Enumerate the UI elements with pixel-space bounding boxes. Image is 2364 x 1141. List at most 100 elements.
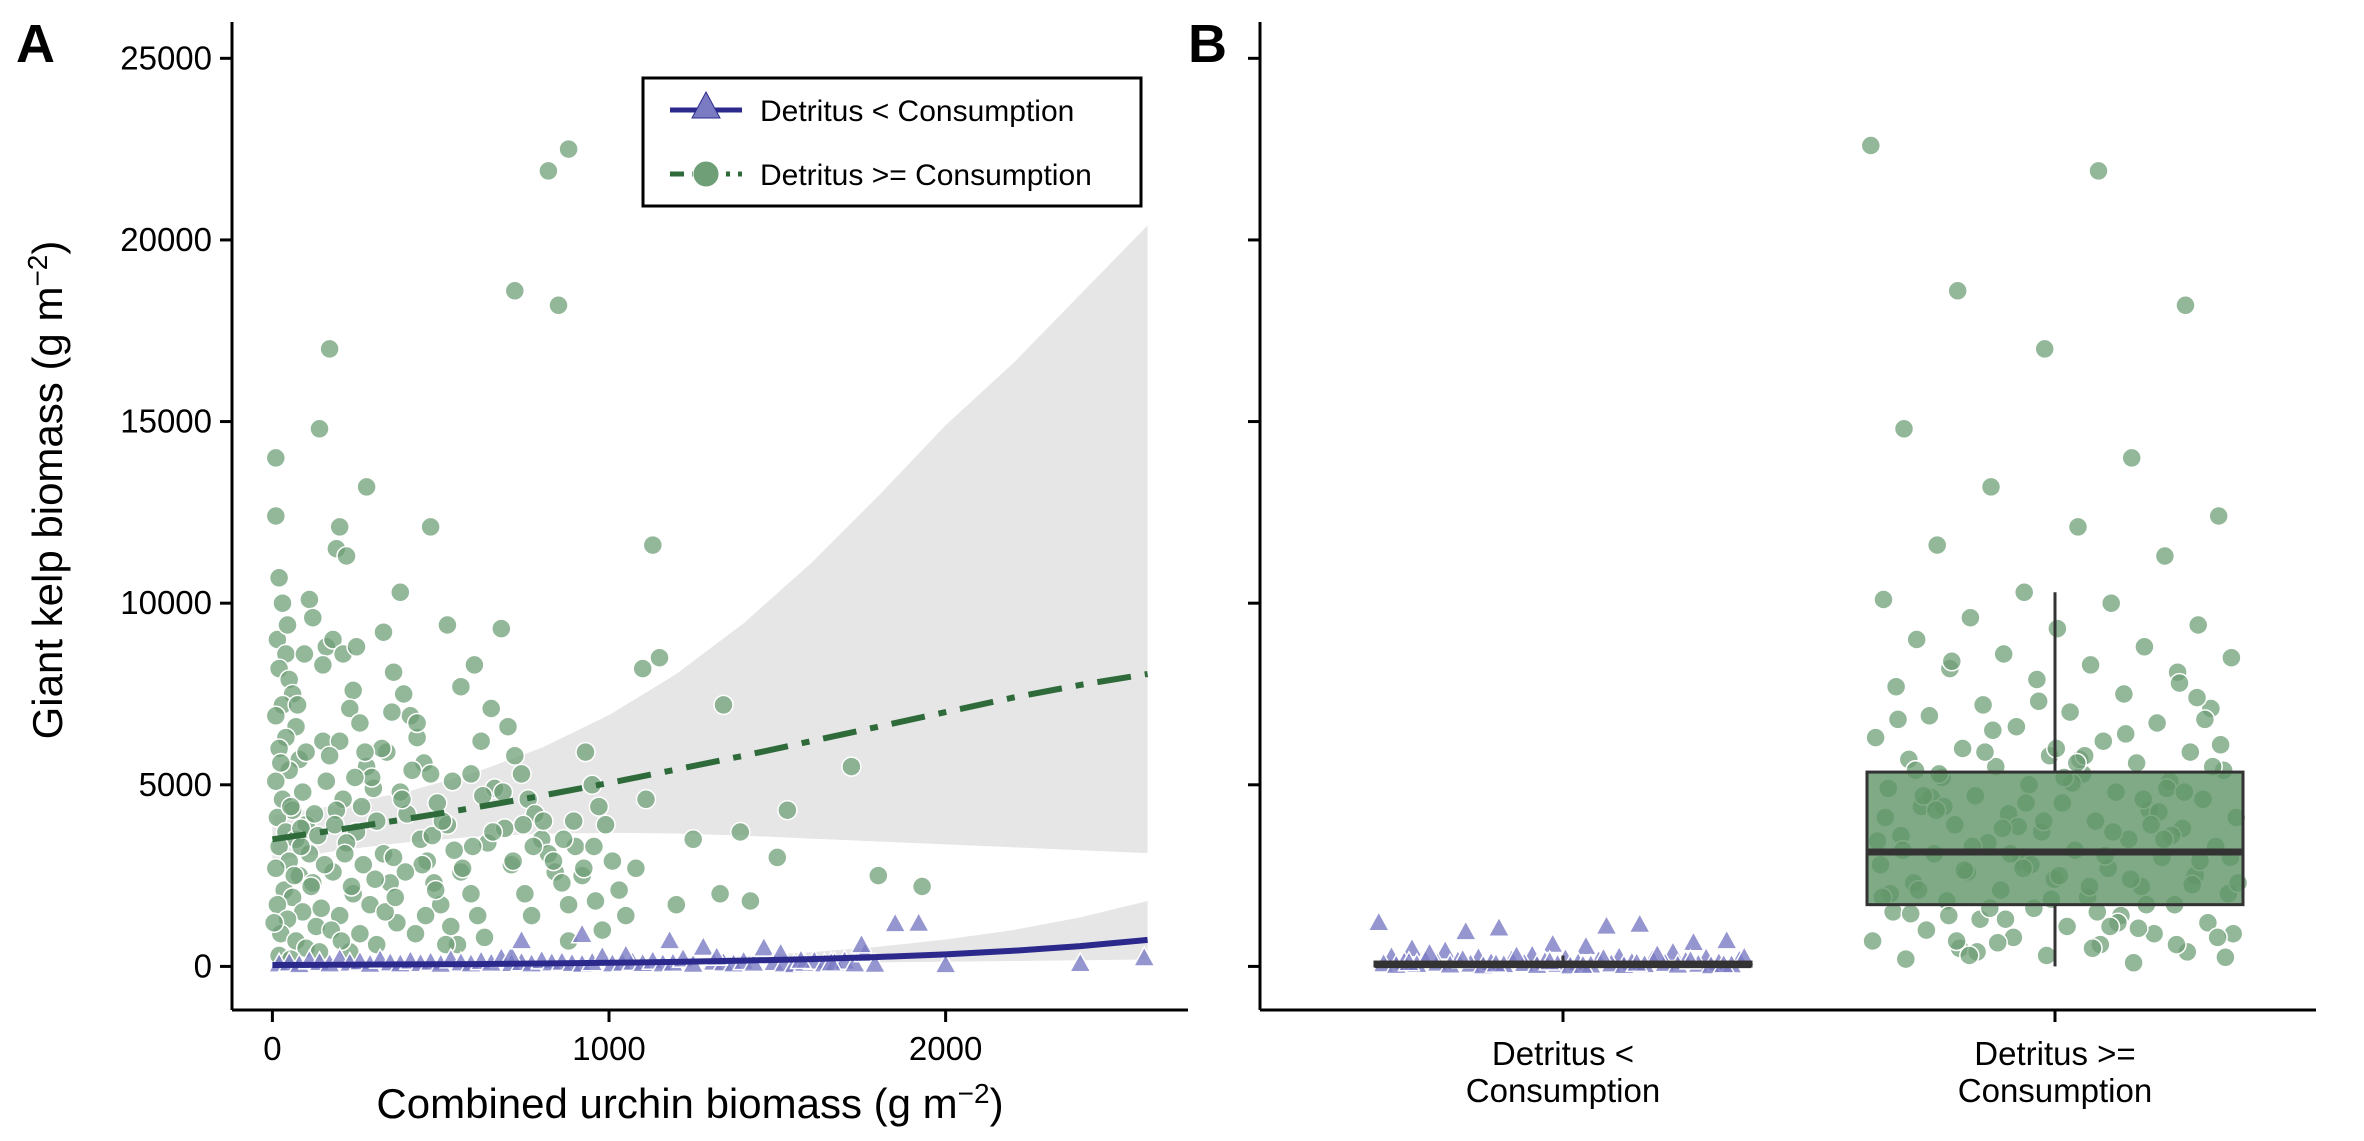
panel-b-axes: [1248, 22, 2316, 1012]
jitter-point-high: [1980, 476, 2002, 498]
jitter-point-low: [1574, 934, 1598, 956]
fit-lines: [271, 671, 1149, 968]
data-point-high: [270, 752, 292, 774]
jitter-point-high: [1946, 930, 1967, 952]
data-point-high: [464, 654, 485, 676]
data-point-high: [405, 923, 426, 944]
jitter-point-high: [2093, 730, 2114, 752]
data-point-high: [316, 770, 337, 792]
data-point-high: [312, 654, 334, 676]
data-point-high: [440, 916, 462, 937]
jitter-point-high: [2197, 912, 2219, 934]
data-point-low: [752, 935, 776, 957]
jitter-point-low: [1541, 932, 1565, 954]
data-point-high: [342, 680, 364, 701]
jitter-point-high: [2067, 516, 2089, 538]
category-label-line2: Consumption: [1958, 1072, 2152, 1109]
data-point-high: [558, 138, 579, 160]
panel-b-tag: B: [1188, 14, 1227, 74]
data-point-high: [427, 792, 448, 814]
data-point-high: [401, 760, 423, 781]
data-point-high: [299, 589, 320, 610]
jitter-point-high: [2123, 952, 2144, 974]
data-point-high: [504, 280, 526, 302]
data-point-high: [383, 661, 404, 683]
data-point-high: [374, 901, 396, 923]
panel-a-tag: A: [16, 14, 55, 74]
jitter-point-high: [2088, 160, 2109, 182]
data-point-high: [585, 890, 606, 912]
x-tick-label: 0: [263, 1030, 281, 1067]
jitter-point-high: [2100, 592, 2122, 614]
data-point-high: [470, 730, 492, 752]
y-tick-label: 25000: [120, 39, 212, 76]
jitter-point-high: [1860, 135, 1882, 156]
ci-ribbon-0: [272, 225, 1148, 862]
jitter-point-high: [2146, 712, 2168, 734]
ci-ribbon-1: [272, 901, 1148, 966]
data-point-high: [512, 814, 534, 836]
jitter-point-low: [1487, 915, 1511, 937]
data-point-high: [331, 930, 352, 952]
category-label-line2: Consumption: [1466, 1072, 1660, 1109]
jitter-point-high: [2059, 701, 2081, 723]
data-point-high: [385, 887, 406, 908]
jitter-point-high: [1952, 738, 1973, 759]
data-point-high: [625, 858, 647, 879]
jitter-point-high: [1960, 607, 1981, 628]
data-point-high: [538, 160, 559, 182]
legend-item-low: Detritus < Consumption: [670, 90, 1074, 128]
boxplot-0: [1373, 955, 1753, 969]
data-point-high: [450, 676, 472, 697]
jitter-point-high: [2113, 683, 2135, 705]
data-point-high: [868, 865, 889, 886]
data-point-high: [356, 476, 377, 498]
data-point-high: [406, 712, 428, 734]
confidence-ribbons: [272, 225, 1148, 966]
y-axis-title: Giant kelp biomass (g m−2): [22, 241, 72, 740]
data-point-high: [302, 607, 324, 628]
jitter-point-low: [1681, 930, 1706, 952]
panel-a-axes: 0 5000 10000 15000 20000 25000 0 1000 2000: [120, 22, 1188, 1067]
data-point-high: [319, 338, 340, 360]
data-point-high: [740, 890, 761, 912]
data-point-high: [272, 592, 293, 614]
data-point-high: [294, 643, 315, 665]
data-point-high: [602, 850, 623, 872]
jitter-point-high: [2154, 545, 2176, 567]
data-point-high: [280, 796, 302, 817]
jitter-point-high: [1885, 676, 1907, 697]
panel-a: A 0 5000 10000 15000 20000 25000 0 1000 2000 Gia…: [16, 14, 1188, 1127]
data-point-high: [682, 829, 704, 850]
category-label-line1: Detritus >=: [1974, 1035, 2135, 1072]
jitter-point-high: [1900, 903, 1921, 924]
data-point-high: [344, 767, 366, 788]
data-point-low: [849, 932, 874, 954]
data-point-high: [346, 636, 367, 658]
data-point-high: [353, 854, 374, 875]
jitter-point-high: [1972, 694, 1994, 716]
y-tick-label: 0: [194, 947, 212, 984]
data-point-high: [563, 810, 584, 832]
data-point-high: [371, 738, 393, 759]
jitter-point-high: [2180, 741, 2201, 763]
data-point-high: [583, 836, 605, 857]
jitter-point-low: [1367, 910, 1391, 932]
legend: Detritus < Consumption Detritus >= Consu…: [641, 76, 1143, 208]
data-point-high: [533, 810, 554, 832]
category-label-line1: Detritus <: [1492, 1035, 1634, 1072]
data-point-high: [351, 796, 372, 817]
data-point-low: [509, 928, 534, 950]
data-point-high: [425, 879, 446, 901]
x-tick-label: 2000: [909, 1030, 982, 1067]
jitter-point-high: [2134, 636, 2155, 658]
jitter-point-high: [2121, 447, 2142, 469]
data-point-high: [491, 618, 512, 639]
data-point-high: [349, 923, 371, 944]
boxplots: [1373, 592, 2245, 969]
data-point-high: [420, 763, 441, 785]
data-point-high: [777, 799, 798, 821]
jitter-point-high: [2175, 295, 2196, 316]
jitter-point-high: [2056, 916, 2078, 937]
